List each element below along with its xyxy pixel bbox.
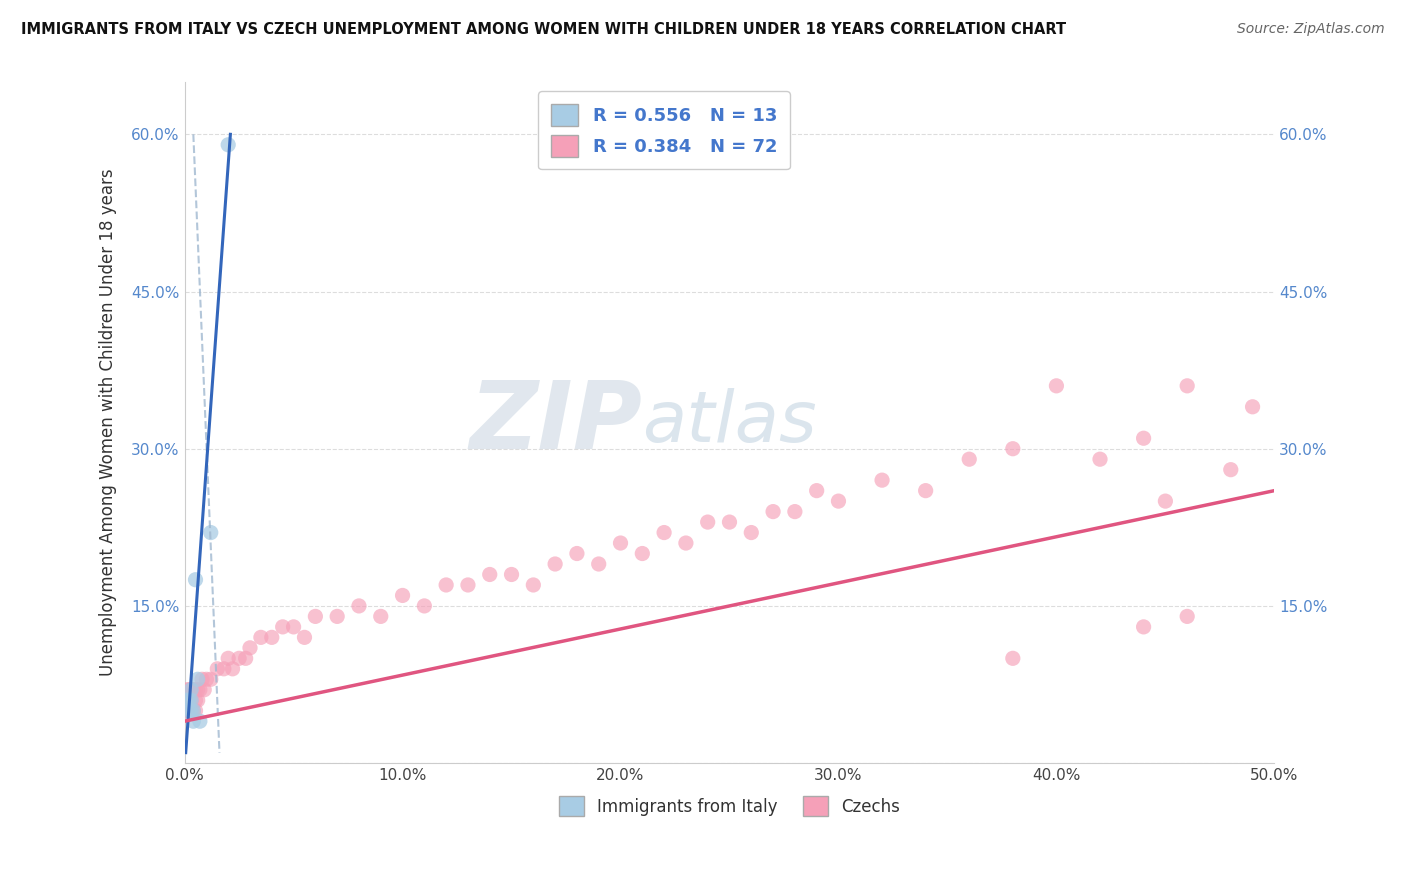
Point bbox=[870, 473, 893, 487]
Point bbox=[177, 704, 200, 718]
Point bbox=[391, 589, 413, 603]
Point bbox=[675, 536, 697, 550]
Point bbox=[652, 525, 675, 540]
Point bbox=[183, 704, 205, 718]
Point bbox=[188, 682, 211, 697]
Point bbox=[200, 673, 222, 687]
Point bbox=[217, 651, 239, 665]
Point bbox=[184, 573, 207, 587]
Point bbox=[250, 631, 273, 645]
Text: IMMIGRANTS FROM ITALY VS CZECH UNEMPLOYMENT AMONG WOMEN WITH CHILDREN UNDER 18 Y: IMMIGRANTS FROM ITALY VS CZECH UNEMPLOYM… bbox=[21, 22, 1066, 37]
Point bbox=[183, 704, 205, 718]
Text: Source: ZipAtlas.com: Source: ZipAtlas.com bbox=[1237, 22, 1385, 37]
Point bbox=[957, 452, 980, 467]
Point bbox=[193, 682, 215, 697]
Point bbox=[783, 505, 806, 519]
Point bbox=[1175, 379, 1198, 393]
Point bbox=[294, 631, 316, 645]
Point bbox=[184, 693, 207, 707]
Point bbox=[177, 682, 200, 697]
Point bbox=[221, 662, 243, 676]
Point bbox=[304, 609, 326, 624]
Point bbox=[1001, 651, 1024, 665]
Point bbox=[188, 714, 211, 729]
Point bbox=[434, 578, 457, 592]
Point bbox=[609, 536, 631, 550]
Point bbox=[1132, 431, 1154, 445]
Point bbox=[176, 682, 198, 697]
Point bbox=[180, 682, 202, 697]
Point bbox=[187, 673, 209, 687]
Point bbox=[177, 704, 200, 718]
Point bbox=[200, 525, 222, 540]
Point bbox=[1241, 400, 1264, 414]
Text: ZIP: ZIP bbox=[470, 376, 643, 468]
Point bbox=[180, 704, 202, 718]
Point bbox=[212, 662, 235, 676]
Point bbox=[914, 483, 936, 498]
Point bbox=[176, 693, 198, 707]
Text: atlas: atlas bbox=[643, 388, 817, 457]
Point bbox=[413, 599, 436, 613]
Point bbox=[260, 631, 283, 645]
Point bbox=[522, 578, 544, 592]
Point bbox=[696, 515, 718, 529]
Point bbox=[565, 547, 588, 561]
Point bbox=[228, 651, 250, 665]
Point bbox=[1154, 494, 1177, 508]
Point bbox=[176, 693, 198, 707]
Point bbox=[183, 682, 205, 697]
Point bbox=[806, 483, 828, 498]
Point bbox=[180, 682, 202, 697]
Point bbox=[283, 620, 305, 634]
Point bbox=[177, 693, 200, 707]
Point bbox=[1001, 442, 1024, 456]
Point bbox=[1088, 452, 1111, 467]
Point bbox=[235, 651, 257, 665]
Point bbox=[370, 609, 392, 624]
Point bbox=[180, 693, 202, 707]
Point bbox=[1175, 609, 1198, 624]
Point bbox=[187, 693, 209, 707]
Point bbox=[631, 547, 654, 561]
Point bbox=[762, 505, 785, 519]
Legend: Immigrants from Italy, Czechs: Immigrants from Italy, Czechs bbox=[553, 789, 907, 823]
Point bbox=[1132, 620, 1154, 634]
Point bbox=[184, 682, 207, 697]
Point bbox=[239, 640, 262, 655]
Point bbox=[740, 525, 762, 540]
Y-axis label: Unemployment Among Women with Children Under 18 years: Unemployment Among Women with Children U… bbox=[100, 169, 117, 676]
Point bbox=[187, 682, 209, 697]
Point bbox=[1219, 463, 1241, 477]
Point bbox=[207, 662, 229, 676]
Point bbox=[191, 673, 214, 687]
Point bbox=[177, 693, 200, 707]
Point bbox=[544, 557, 567, 571]
Point bbox=[180, 693, 202, 707]
Point bbox=[1045, 379, 1067, 393]
Point bbox=[718, 515, 741, 529]
Point bbox=[347, 599, 370, 613]
Point bbox=[478, 567, 501, 582]
Point bbox=[195, 673, 218, 687]
Point bbox=[457, 578, 479, 592]
Point bbox=[183, 714, 205, 729]
Point bbox=[217, 137, 239, 152]
Point bbox=[271, 620, 294, 634]
Point bbox=[827, 494, 849, 508]
Point bbox=[501, 567, 523, 582]
Point bbox=[588, 557, 610, 571]
Point bbox=[326, 609, 349, 624]
Point bbox=[180, 704, 202, 718]
Point bbox=[176, 704, 198, 718]
Point bbox=[184, 704, 207, 718]
